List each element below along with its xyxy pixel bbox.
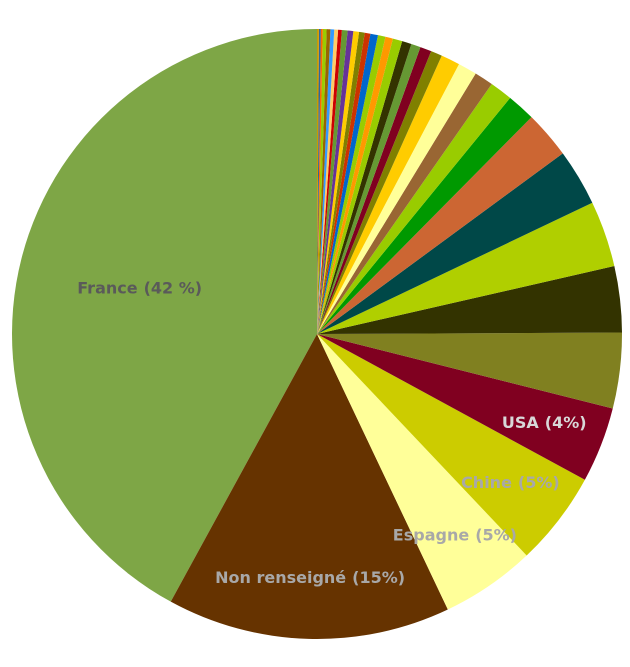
pie-slice — [317, 29, 327, 334]
pie-slice — [317, 332, 622, 409]
slice-label: France (42 %) — [77, 278, 202, 297]
slice-value-label: (15%) — [352, 567, 405, 586]
pie-slice — [317, 55, 460, 335]
pie-slice — [317, 97, 532, 334]
pie-slice — [317, 29, 335, 335]
pie-slice — [317, 31, 360, 335]
pie-slice — [317, 84, 511, 334]
pie-slice — [317, 73, 492, 335]
pie-slice — [317, 32, 371, 334]
slice-category: France — [77, 278, 137, 297]
pie-slice — [317, 35, 386, 335]
slice-value-label: (42 %) — [144, 278, 203, 297]
pie-slice — [317, 30, 354, 334]
slice-value-label: (4%) — [545, 412, 587, 431]
pie-slice — [317, 31, 365, 335]
pie-slice — [317, 265, 622, 334]
slice-category: Chine — [461, 472, 512, 491]
pie-slice — [317, 33, 378, 334]
pie-slice — [317, 43, 421, 334]
pie-slice — [317, 29, 331, 335]
slice-label: Non renseigné (15%) — [215, 567, 405, 586]
slice-value-label: (5%) — [475, 525, 517, 544]
pie-slice — [317, 334, 527, 610]
pie-slice — [317, 202, 615, 334]
slice-label: Espagne (5%) — [393, 525, 517, 544]
slice-label: Chine (5%) — [461, 472, 560, 491]
pie-slice — [317, 29, 321, 334]
slice-category: USA — [502, 412, 540, 431]
pie-slice — [317, 51, 442, 335]
pie-slice — [317, 117, 563, 334]
pie-slice — [317, 64, 476, 335]
pie-slice — [317, 334, 613, 480]
pie-slice — [317, 334, 585, 556]
pie-slice — [317, 29, 342, 334]
pie-slice — [170, 334, 448, 640]
pie-slice — [11, 29, 318, 602]
pie-slice — [317, 29, 339, 335]
slice-category: Espagne — [393, 525, 470, 544]
pie-slice — [317, 153, 593, 334]
pie-slice — [317, 41, 412, 334]
pie-slice — [317, 29, 323, 334]
pie-slice — [317, 30, 348, 335]
pie-slice — [317, 47, 432, 335]
pie-slice — [317, 29, 319, 334]
slice-label: USA (4%) — [502, 412, 587, 431]
slice-category: Non renseigné — [215, 567, 346, 586]
pie-slice — [317, 36, 393, 335]
pie-slice — [317, 38, 403, 334]
slice-value-label: (5%) — [518, 472, 560, 491]
